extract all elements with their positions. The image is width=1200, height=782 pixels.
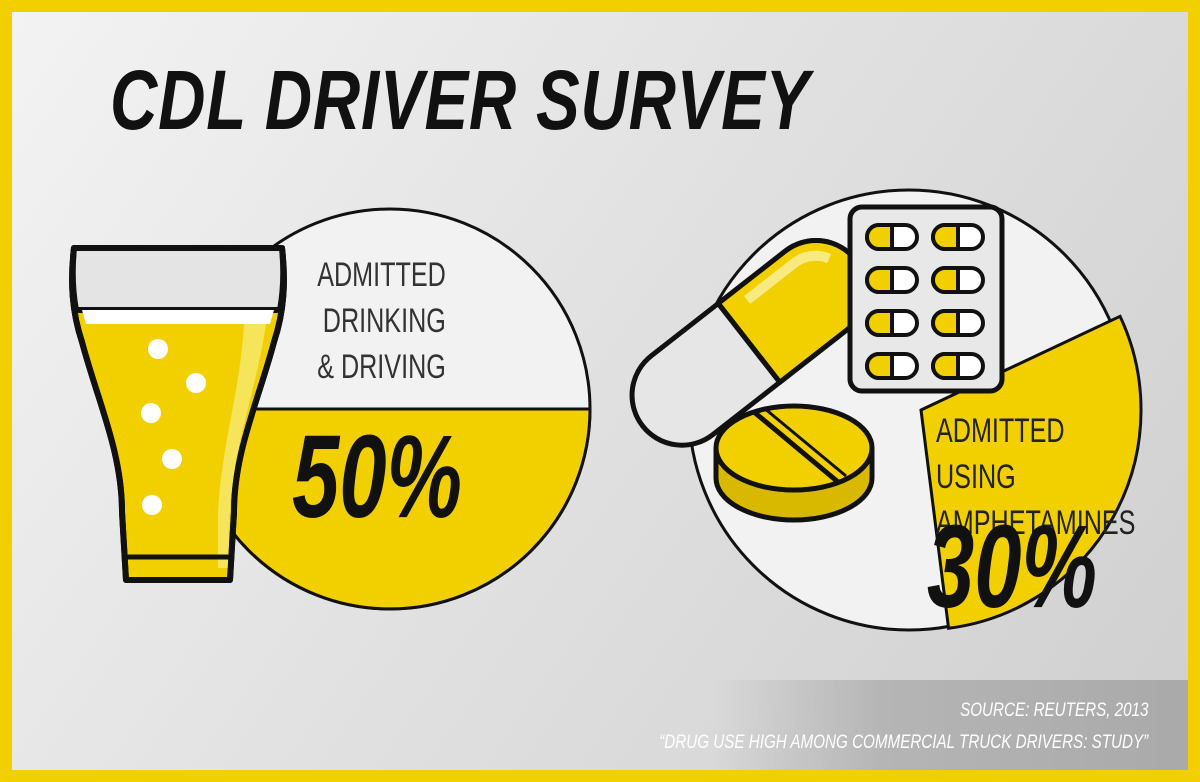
- pie-value-drinking: 50%: [292, 411, 463, 543]
- beer-glass-icon: [69, 245, 287, 583]
- pie-label-amphetamines: ADMITTED USING AMPHETAMINES: [936, 412, 1136, 542]
- page-title: CDL DRIVER SURVEY: [110, 53, 811, 147]
- pie-value-amphetamines: 30%: [927, 501, 1098, 633]
- source-citation: SOURCE: REUTERS, 2013: [959, 700, 1148, 721]
- pie-chart-drinking: [188, 207, 592, 611]
- pie-slice-amphetamines: [919, 314, 1143, 630]
- source-banner: [712, 680, 1188, 770]
- pie-label-drinking: ADMITTED DRINKING & DRIVING: [317, 256, 446, 386]
- chart-canvas: [69, 188, 1143, 632]
- source-article-title: “DRUG USE HIGH AMONG COMMERCIAL TRUCK DR…: [659, 732, 1148, 753]
- pills-icon: [629, 204, 1005, 523]
